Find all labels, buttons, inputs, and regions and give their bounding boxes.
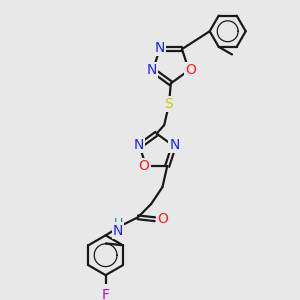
Text: N: N [147, 63, 157, 77]
Text: N: N [113, 224, 123, 238]
Text: O: O [139, 159, 150, 173]
Text: N: N [154, 41, 165, 55]
Text: O: O [185, 63, 196, 77]
Text: F: F [102, 288, 110, 300]
Text: O: O [157, 212, 168, 226]
Text: N: N [169, 138, 180, 152]
Text: N: N [134, 138, 144, 152]
Text: H: H [113, 217, 123, 230]
Text: S: S [165, 97, 173, 111]
